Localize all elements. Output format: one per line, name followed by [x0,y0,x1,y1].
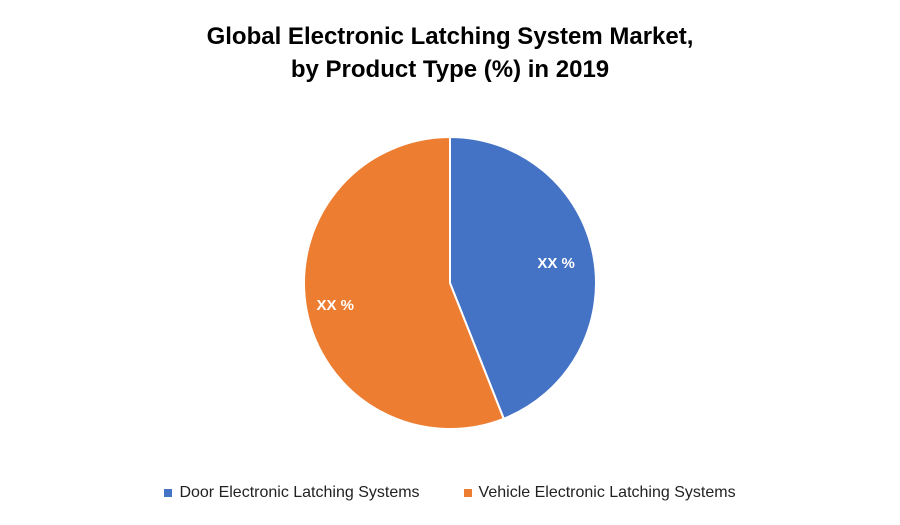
chart-title-line-1: Global Electronic Latching System Market… [206,23,694,50]
legend-item-door: Door Electronic Latching Systems [164,484,420,502]
pie-slice-0 [449,135,597,421]
chart-title-line-2: by Product Type (%) in 2019 [290,56,610,83]
legend-item-vehicle: Vehicle Electronic Latching Systems [463,484,736,502]
legend: Door Electronic Latching Systems Vehicle… [0,484,900,502]
chart-title: Global Electronic Latching System Market… [0,20,900,86]
legend-label-door: Door Electronic Latching Systems [179,484,420,501]
pie-data-label-1: XX % [317,297,355,314]
pie-data-label-0: XX % [537,255,575,272]
legend-swatch-vehicle [463,489,472,497]
pie-slice-1 [303,135,506,430]
legend-swatch-door [164,489,173,497]
legend-label-vehicle: Vehicle Electronic Latching Systems [478,484,736,501]
